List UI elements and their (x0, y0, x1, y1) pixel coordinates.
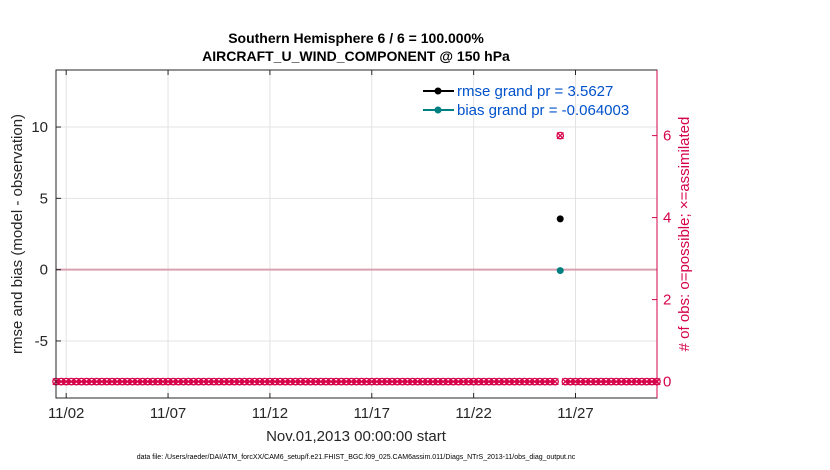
x-tick-label: 11/17 (354, 405, 390, 422)
x-tick-label: 11/07 (150, 405, 186, 422)
plot-area (56, 70, 657, 398)
bias-point (556, 267, 564, 275)
y2-tick-label: 2 (663, 292, 671, 309)
y2-tick-label: 0 (663, 374, 671, 391)
obs-possible-marker (556, 131, 565, 140)
legend-rmse-marker (434, 87, 442, 95)
x-tick-label: 11/27 (557, 405, 593, 422)
x-ticks: 11/02 11/07 11/12 11/17 11/22 11/27 (48, 70, 594, 422)
x-tick-label: 11/12 (252, 405, 288, 422)
y-tick-label: -5 (35, 333, 48, 350)
y-tick-label: 10 (31, 119, 48, 136)
y-tick-label: 5 (40, 190, 48, 207)
obs-assimilated-marker (556, 131, 564, 140)
rmse-point (556, 215, 564, 223)
chart-title-line-1: Southern Hemisphere 6 / 6 = 100.000% (228, 30, 484, 46)
y2-axis-label: # of obs: o=possible; ×=assimilated (676, 117, 693, 352)
y2-tick-label: 4 (663, 210, 671, 227)
obs-markers (52, 131, 661, 386)
x-axis-label: Nov.01,2013 00:00:00 start (266, 428, 447, 445)
chart-title-line-2: AIRCRAFT_U_WIND_COMPONENT @ 150 hPa (202, 48, 510, 64)
obs-assimilated-marker (551, 377, 559, 386)
legend-bias-label: bias grand pr = -0.064003 (457, 102, 629, 119)
y2-ticks: 0 2 4 6 (652, 128, 671, 391)
y-ticks: -5 0 5 10 (31, 119, 61, 350)
y-tick-label: 0 (40, 262, 48, 279)
legend: rmse grand pr = 3.5627 bias grand pr = -… (423, 83, 629, 119)
series-marks (556, 215, 564, 275)
x-tick-label: 11/02 (48, 405, 84, 422)
x-tick-label: 11/22 (455, 405, 491, 422)
y2-tick-label: 6 (663, 128, 671, 145)
legend-rmse-label: rmse grand pr = 3.5627 (457, 83, 613, 100)
y-axis-label: rmse and bias (model - observation) (9, 114, 26, 354)
data-file-footnote: data file: /Users/raeder/DAI/ATM_forcXX/… (137, 454, 576, 461)
legend-bias-marker (434, 106, 442, 114)
obs-possible-marker (551, 377, 559, 386)
grid (56, 70, 657, 398)
